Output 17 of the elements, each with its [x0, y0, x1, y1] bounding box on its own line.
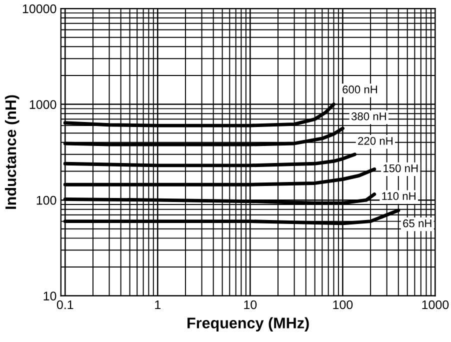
y-tick-label: 10000: [22, 4, 56, 14]
series-label: 110 nH: [382, 192, 416, 200]
x-tick-label: 1: [155, 300, 161, 310]
series-label: 150 nH: [384, 164, 418, 172]
x-tick-label: 1000: [422, 300, 449, 310]
y-axis-title: Inductance (nH): [4, 95, 20, 209]
x-tick-label: 100: [333, 300, 353, 310]
series-label: 65 nH: [403, 219, 432, 228]
y-tick-label: 1000: [30, 100, 56, 109]
series-label: 600 nH: [342, 86, 377, 94]
x-tick-label: 10: [244, 300, 257, 310]
x-axis-title: Frequency (MHz): [188, 317, 309, 332]
series-label: 220 nH: [358, 136, 392, 145]
x-tick-label: 0.1: [56, 300, 74, 310]
series-label: 380 nH: [351, 112, 386, 120]
y-tick-label: 10: [44, 292, 56, 300]
y-tick-label: 100: [36, 196, 56, 205]
